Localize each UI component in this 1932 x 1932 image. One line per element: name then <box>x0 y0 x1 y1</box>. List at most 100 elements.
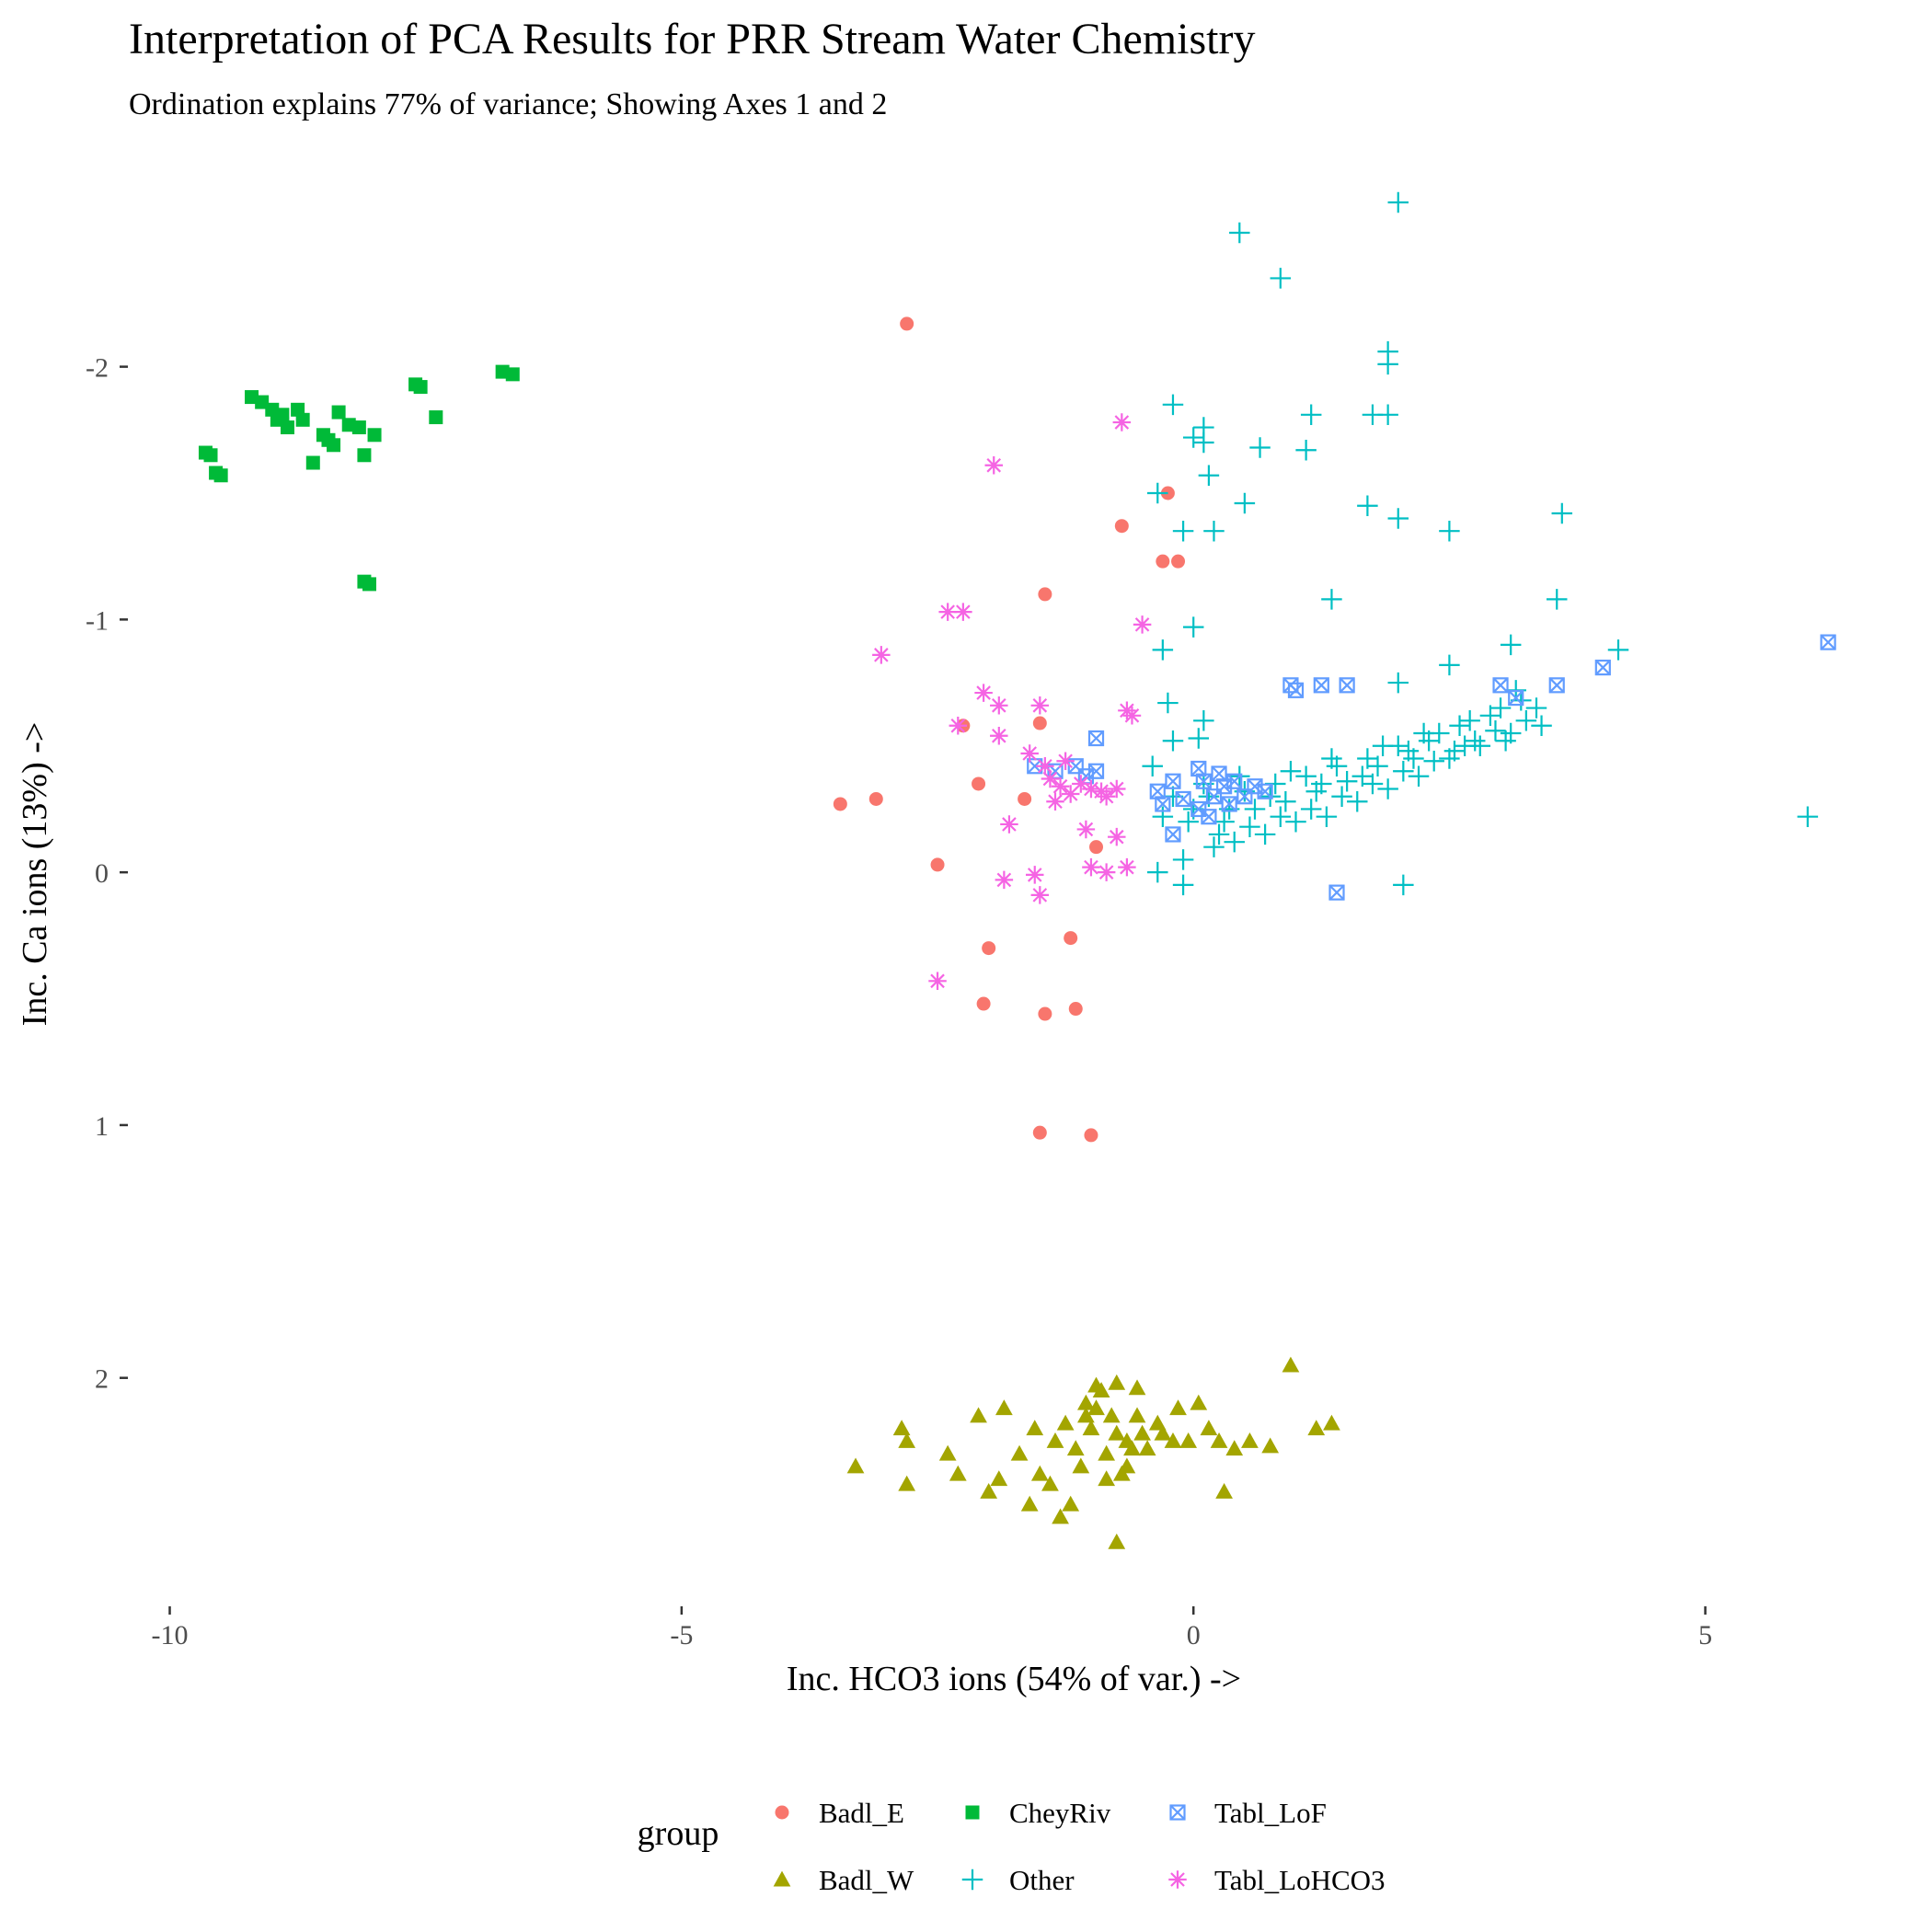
data-point <box>1122 707 1142 725</box>
data-point <box>982 941 996 956</box>
data-point <box>995 870 1014 890</box>
data-point <box>1036 756 1054 776</box>
data-point <box>1495 730 1516 752</box>
data-point <box>980 1482 998 1499</box>
data-point <box>1316 806 1338 827</box>
data-point <box>1257 783 1273 799</box>
data-point <box>1387 191 1409 213</box>
data-point <box>1439 520 1460 542</box>
data-point <box>1000 815 1018 834</box>
x-tick-label: 5 <box>1698 1620 1712 1650</box>
data-point <box>1072 1457 1090 1474</box>
data-point <box>1108 1374 1126 1390</box>
data-point <box>1287 682 1305 698</box>
data-point <box>1162 394 1184 416</box>
legend-item-badl-w: Badl_W <box>773 1864 914 1896</box>
data-point <box>1062 1495 1080 1512</box>
legend-label: Badl_W <box>819 1864 914 1896</box>
data-point <box>1157 692 1179 714</box>
data-point <box>1449 715 1470 737</box>
data-point <box>1175 790 1191 808</box>
data-point <box>1169 1399 1187 1416</box>
data-point <box>1030 886 1050 904</box>
data-point <box>1331 786 1352 807</box>
data-point <box>1313 677 1329 694</box>
y-tick-label: -1 <box>86 605 109 636</box>
data-point <box>1295 765 1317 787</box>
data-point <box>1464 730 1486 752</box>
data-point <box>1485 720 1506 742</box>
legend-key-icon <box>965 1805 980 1820</box>
data-point <box>1234 492 1256 514</box>
data-point <box>1198 465 1220 487</box>
data-point <box>275 408 290 422</box>
data-point <box>970 1407 987 1423</box>
data-point <box>1210 1432 1228 1448</box>
data-point <box>990 1470 1008 1487</box>
data-point <box>295 412 310 427</box>
data-point <box>1066 1440 1085 1456</box>
data-point <box>351 420 366 435</box>
data-point <box>1068 1002 1083 1017</box>
x-axis: -10 -5 0 5 <box>152 1606 1712 1650</box>
data-point <box>1138 1440 1156 1456</box>
data-point <box>1377 353 1398 375</box>
data-point <box>984 456 1003 475</box>
data-point <box>1087 730 1105 747</box>
data-point <box>1393 760 1414 782</box>
data-point <box>1225 1440 1244 1456</box>
data-point <box>1548 677 1565 694</box>
data-point <box>1142 755 1163 776</box>
data-point <box>1357 748 1378 769</box>
data-point <box>1347 790 1368 812</box>
data-point <box>1172 849 1194 870</box>
legend-item-other: Other <box>961 1864 1075 1896</box>
data-point <box>1171 554 1186 569</box>
data-point <box>1108 827 1126 846</box>
legend-item-tabl-lof: Tabl_LoF <box>1169 1797 1327 1829</box>
data-point <box>938 603 957 621</box>
data-point <box>1492 677 1509 694</box>
y-axis-label: Inc. Ca ions (13%) -> <box>16 722 54 1027</box>
legend-label: Tabl_LoF <box>1214 1797 1327 1829</box>
data-point <box>1182 616 1204 638</box>
legend-item-cheyriv: CheyRiv <box>965 1797 1111 1829</box>
data-point <box>1178 811 1199 833</box>
data-point <box>1118 1457 1136 1474</box>
data-point <box>1203 836 1225 857</box>
data-point <box>327 438 341 453</box>
data-point <box>1046 1432 1064 1448</box>
data-point <box>1282 1356 1300 1373</box>
chart-title: Interpretation of PCA Results for PRR St… <box>129 15 1255 63</box>
data-point <box>1413 722 1434 744</box>
data-point <box>1357 495 1378 516</box>
data-point <box>1443 741 1466 762</box>
data-point <box>213 468 228 483</box>
data-point <box>1300 799 1322 820</box>
data-point <box>1046 792 1064 811</box>
series-tabl-lof <box>1027 634 1836 901</box>
data-point <box>1244 799 1266 820</box>
data-point <box>1820 634 1836 650</box>
legend-item-badl-e: Badl_E <box>775 1797 904 1829</box>
data-point <box>1156 554 1170 569</box>
data-point <box>1423 751 1444 772</box>
data-point <box>1321 748 1342 769</box>
data-point <box>1118 857 1136 877</box>
data-point <box>1221 796 1237 812</box>
data-point <box>1311 773 1332 795</box>
data-point <box>1387 508 1409 529</box>
data-point <box>1195 773 1212 789</box>
data-point <box>938 1444 957 1461</box>
data-point <box>1607 639 1629 661</box>
data-point <box>1270 806 1292 827</box>
legend-key-icon <box>961 1869 983 1891</box>
data-point <box>1387 672 1409 694</box>
legend-title: group <box>638 1814 719 1853</box>
legend-label: CheyRiv <box>1009 1797 1111 1829</box>
data-point <box>976 996 991 1011</box>
data-point <box>1229 222 1250 244</box>
data-point <box>1546 589 1568 610</box>
data-point <box>1307 1420 1326 1436</box>
data-point <box>1020 1495 1039 1512</box>
